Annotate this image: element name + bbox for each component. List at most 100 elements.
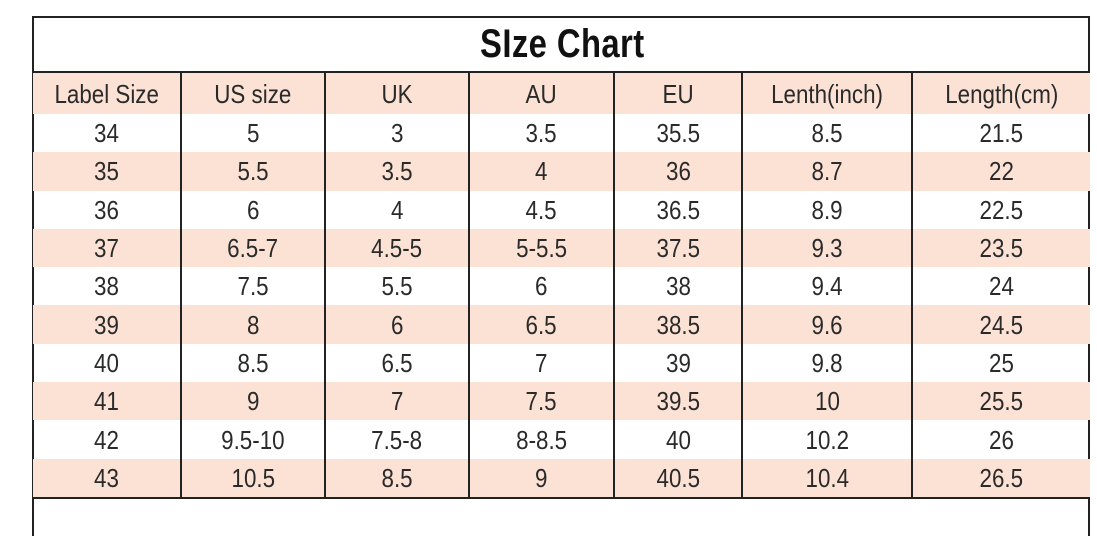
cell-text: 34: [94, 118, 119, 149]
cell-text: 6.5: [525, 309, 558, 340]
chart-title: SIze Chart: [34, 18, 1090, 71]
header-row: Label Size US size UK AU EU Lenth(inch) Length…: [33, 71, 1090, 114]
table-row: 40 8.5 6.5 7 39 9.8 25: [33, 343, 1090, 383]
table-row: 35 5.5 3.5 4 36 8.7 22: [33, 152, 1090, 191]
cell-text: 38.5: [656, 309, 700, 340]
table-cell: 8.5: [741, 114, 912, 153]
cell-text: AU: [525, 78, 558, 109]
cell-text: 36: [665, 156, 691, 187]
cell-text: 23.5: [979, 233, 1024, 264]
cell-text: 9: [535, 462, 548, 493]
table-cell: 7: [468, 343, 614, 383]
table-cell: 10.5: [180, 458, 325, 499]
column-header: Label Size: [33, 71, 181, 114]
table-cell: 9: [180, 382, 325, 421]
cell-text: 40: [94, 347, 119, 378]
table-cell: 10: [741, 382, 912, 421]
table-cell: 9.4: [741, 267, 912, 306]
table-cell: 7.5: [468, 382, 614, 421]
cell-text: 36.5: [656, 194, 700, 225]
table-cell: 40: [33, 344, 181, 382]
cell-text: 3: [390, 118, 404, 149]
cell-text: 26.5: [979, 462, 1024, 493]
table-cell: 25: [911, 343, 1090, 383]
cell-text: 39: [94, 309, 119, 340]
cell-text: 21.5: [979, 118, 1024, 149]
size-table: Label Size US size UK AU EU Lenth(inch) Length…: [33, 71, 1090, 499]
cell-text: 6.5: [381, 347, 413, 378]
cell-text: 3.5: [381, 156, 413, 187]
cell-text: 22.5: [979, 194, 1024, 225]
cell-text: 6: [390, 309, 404, 340]
cell-text: 4: [390, 194, 404, 225]
cell-text: US size: [214, 78, 292, 109]
table-cell: 5-5.5: [468, 228, 614, 268]
table-cell: 4: [324, 190, 469, 229]
cell-text: 8-8.5: [516, 424, 567, 455]
cell-text: 25: [989, 347, 1014, 378]
table-row: 37 6.5-7 4.5-5 5-5.5 37.5 9.3 23.5: [33, 228, 1090, 268]
table-cell: 42: [33, 420, 181, 458]
title-text: SIze Chart: [479, 22, 645, 66]
table-cell: 4.5-5: [324, 228, 469, 268]
table-cell: 10.2: [741, 420, 912, 459]
table-cell: 8-8.5: [468, 420, 614, 459]
cell-text: 42: [94, 424, 119, 455]
cell-text: Label Size: [54, 78, 159, 109]
table-cell: 9.3: [741, 228, 912, 268]
table-cell: 9: [468, 458, 614, 499]
cell-text: 24: [989, 271, 1014, 302]
table-cell: 5: [180, 114, 325, 153]
table-cell: 8.9: [741, 190, 912, 229]
cell-text: 8.5: [811, 118, 843, 149]
column-header: UK: [324, 71, 469, 114]
table-cell: 36: [613, 152, 742, 191]
table-row: 34 5 3 3.5 35.5 8.5 21.5: [33, 114, 1090, 153]
table-row: 39 8 6 6.5 38.5 9.6 24.5: [33, 305, 1090, 344]
table-cell: 34: [33, 114, 181, 152]
table-row: 43 10.5 8.5 9 40.5 10.4 26.5: [33, 458, 1090, 499]
cell-text: 36: [94, 194, 119, 225]
table-cell: 10.4: [741, 458, 912, 499]
cell-text: 7.5: [525, 386, 558, 417]
cell-text: 8: [246, 309, 260, 340]
table-cell: 8: [180, 305, 325, 344]
column-header: AU: [468, 71, 614, 114]
table-cell: 26: [911, 420, 1090, 459]
cell-text: 3.5: [525, 118, 558, 149]
cell-text: EU: [662, 78, 694, 109]
cell-text: 6: [535, 271, 548, 302]
table-cell: 6.5-7: [180, 228, 325, 268]
cell-text: 9.8: [811, 347, 843, 378]
table-cell: 41: [33, 382, 181, 421]
table-cell: 6: [468, 267, 614, 306]
table-cell: 36: [33, 191, 181, 229]
cell-text: 10: [814, 386, 840, 417]
cell-text: 26: [989, 424, 1014, 455]
cell-text: 39.5: [656, 386, 700, 417]
table-row: 42 9.5-10 7.5-8 8-8.5 40 10.2 26: [33, 420, 1090, 459]
table-cell: 22: [911, 152, 1090, 191]
cell-text: 6: [246, 194, 260, 225]
cell-text: 8.5: [237, 347, 269, 378]
cell-text: 5-5.5: [516, 233, 567, 264]
table-cell: 40.5: [613, 458, 742, 499]
cell-text: 38: [665, 271, 691, 302]
table-cell: 23.5: [911, 228, 1090, 268]
table-cell: 7.5: [180, 267, 325, 306]
column-header: Lenth(inch): [741, 71, 912, 114]
table-cell: 5.5: [324, 267, 469, 306]
table-cell: 8.7: [741, 152, 912, 191]
cell-text: 35.5: [656, 118, 700, 149]
cell-text: 38: [94, 271, 119, 302]
table-cell: 37: [33, 228, 181, 268]
table-row: 36 6 4 4.5 36.5 8.9 22.5: [33, 190, 1090, 229]
table-cell: 9.6: [741, 305, 912, 344]
cell-text: 10.5: [231, 462, 275, 493]
cell-text: 10.2: [805, 424, 849, 455]
table-cell: 38: [33, 267, 181, 305]
table-cell: 26.5: [911, 458, 1090, 499]
table-cell: 4: [468, 152, 614, 191]
table-row: 38 7.5 5.5 6 38 9.4 24: [33, 267, 1090, 306]
column-header: Length(cm): [911, 71, 1090, 114]
